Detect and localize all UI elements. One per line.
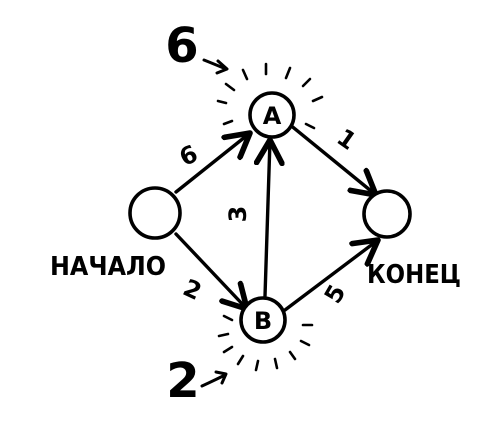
edge-b-to-a — [265, 140, 270, 298]
glow-ticks-b — [217, 314, 314, 372]
node-b — [239, 296, 287, 344]
node-start-label: НАЧАЛО — [50, 252, 166, 282]
node-a-label: A — [263, 102, 282, 130]
node-a — [248, 91, 296, 139]
node-b-label: B — [254, 307, 272, 335]
node-b-cost: 2 — [166, 353, 199, 409]
edge-start-to-a — [174, 133, 250, 194]
node-b-cost-pointer-icon — [200, 370, 228, 388]
edge-weight-a-end: 1 — [332, 123, 362, 156]
node-end — [362, 189, 412, 239]
glow-ticks-a — [216, 62, 324, 130]
edge-weight-b-end: 5 — [319, 280, 352, 308]
edge-a-to-end — [287, 122, 376, 195]
edge-weight-start-b: 2 — [179, 274, 206, 306]
edge-start-to-b — [174, 232, 247, 309]
edge-weight-start-a: 6 — [175, 140, 202, 172]
node-a-cost-pointer-icon — [202, 58, 229, 75]
edge-b-to-end — [283, 240, 378, 312]
node-a-cost: 6 — [165, 18, 198, 74]
node-start — [128, 186, 182, 240]
node-end-label: КОНЕЦ — [367, 260, 461, 290]
edge-weight-b-a: 3 — [224, 206, 252, 223]
